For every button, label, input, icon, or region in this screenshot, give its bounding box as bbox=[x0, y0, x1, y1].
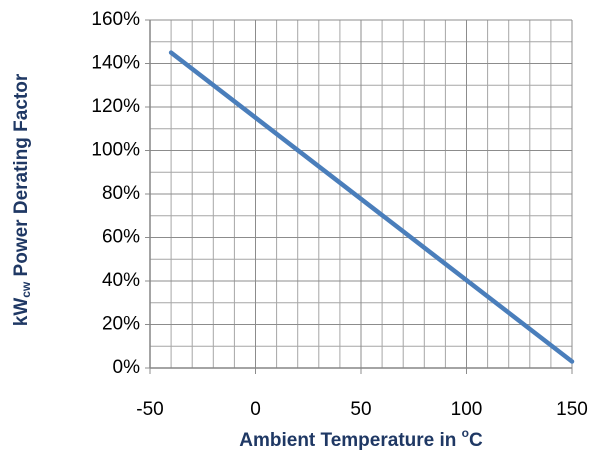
x-tick-label: 150 bbox=[556, 399, 588, 420]
data-line bbox=[168, 50, 575, 364]
x-title-superscript: o bbox=[462, 426, 469, 440]
y-tick-label: 20% bbox=[102, 314, 140, 335]
y-title-subscript: cw bbox=[19, 281, 33, 298]
y-tick-label: 40% bbox=[102, 270, 140, 291]
x-tick-label: 0 bbox=[250, 399, 261, 420]
y-tick-label: 120% bbox=[91, 96, 140, 117]
x-axis-title: Ambient Temperature in oC bbox=[239, 426, 483, 451]
x-title-text: Ambient Temperature in bbox=[239, 430, 461, 451]
y-tick-label: 100% bbox=[91, 140, 140, 161]
y-tick-label: 0% bbox=[113, 357, 141, 378]
y-tick-label: 160% bbox=[91, 9, 140, 30]
y-title-text: kW bbox=[11, 298, 32, 327]
y-axis-title: kWcw Power Derating Factor bbox=[11, 73, 33, 326]
y-title-rest: Power Derating Factor bbox=[11, 73, 32, 282]
y-tick-label: 60% bbox=[102, 227, 140, 248]
x-tick-label: 50 bbox=[350, 399, 371, 420]
x-tick-label: 100 bbox=[451, 399, 483, 420]
y-tick-label: 80% bbox=[102, 183, 140, 204]
x-title-unit: C bbox=[469, 430, 483, 451]
x-tick-label: -50 bbox=[136, 399, 163, 420]
y-tick-label: 140% bbox=[91, 53, 140, 74]
